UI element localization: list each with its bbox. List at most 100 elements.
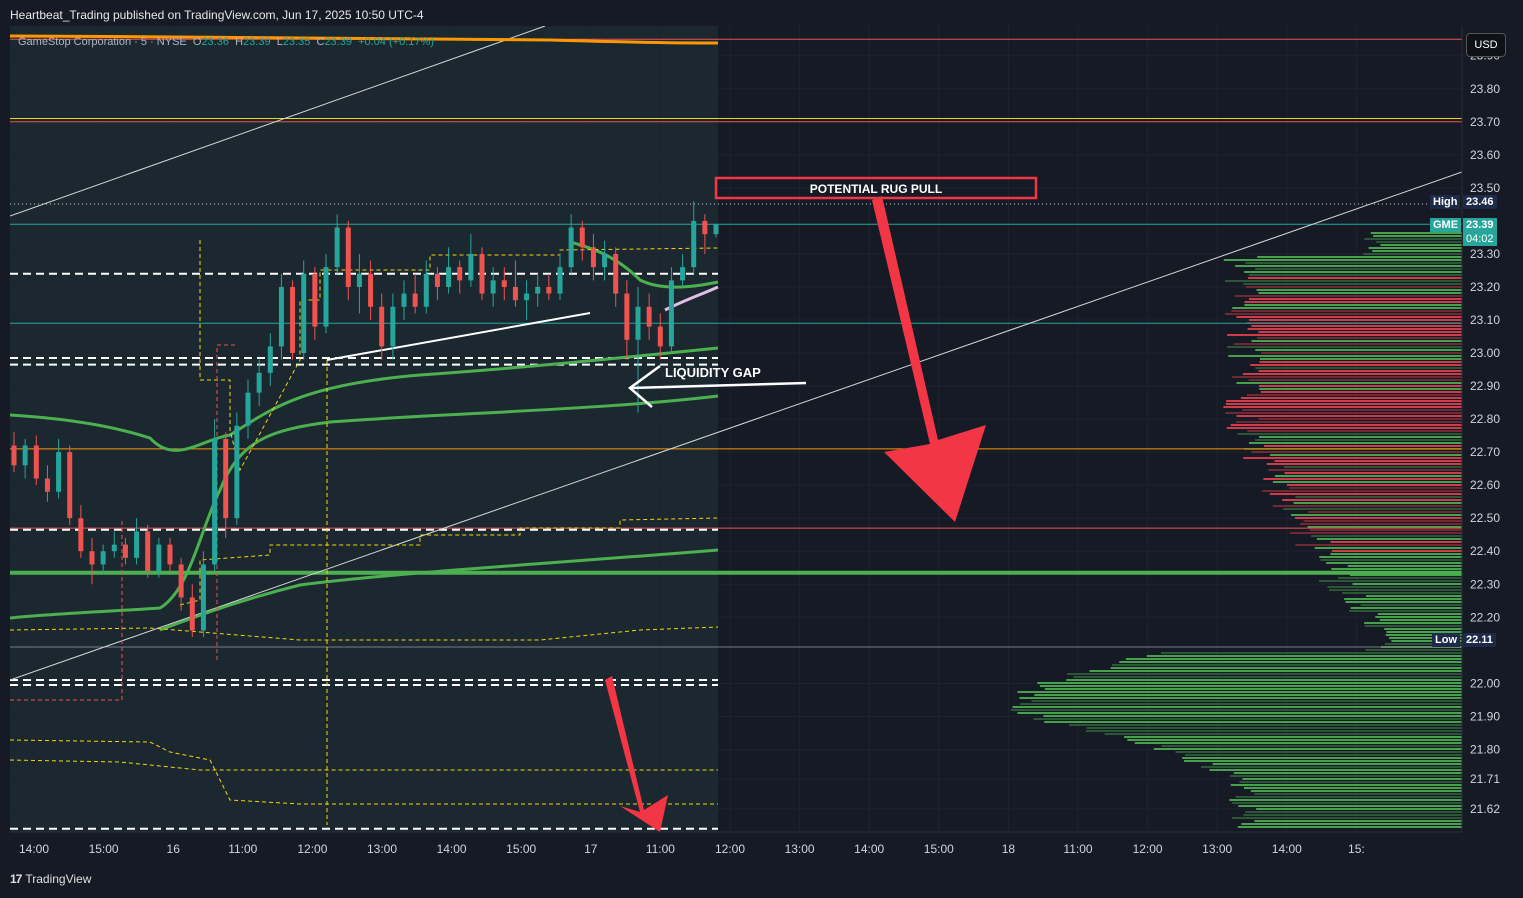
profile-bar: [1368, 247, 1462, 249]
x-tick-label: 18: [1002, 842, 1016, 856]
profile-bar: [1227, 334, 1462, 336]
y-tick-label: 23.80: [1470, 82, 1500, 96]
candle-body: [546, 286, 552, 294]
profile-bar: [1066, 679, 1462, 681]
profile-bar: [1364, 238, 1462, 240]
y-tick-label: 23.20: [1470, 280, 1500, 294]
candle: [33, 435, 39, 486]
profile-bar: [1237, 433, 1462, 435]
x-tick-label: 11:00: [228, 842, 257, 856]
liquidity-gap-label: LIQUIDITY GAP: [665, 365, 761, 380]
candle-body: [680, 267, 686, 281]
time-axis[interactable]: 14:00 15:00 16 11:00 12:00 13:00 14:00 15:00 17 1…: [19, 842, 1365, 856]
profile-bar: [1270, 454, 1462, 456]
profile-bar: [1233, 343, 1462, 345]
profile-bar: [1257, 256, 1462, 258]
currency-button[interactable]: USD: [1466, 33, 1506, 57]
x-tick-label: 15:00: [924, 842, 954, 856]
low-label-tag: Low: [1432, 633, 1460, 647]
profile-bar: [1259, 361, 1462, 363]
profile-bar: [1256, 808, 1462, 810]
profile-bar: [1175, 751, 1462, 753]
profile-bar: [1227, 346, 1462, 348]
candle: [178, 557, 184, 611]
profile-bar: [1251, 325, 1462, 327]
profile-bar: [1236, 415, 1462, 417]
profile-bar: [1044, 688, 1462, 690]
candle: [501, 267, 507, 301]
profile-bar: [1039, 685, 1462, 687]
candle-body: [423, 273, 429, 307]
candle-body: [111, 544, 117, 552]
y-tick-label: 23.70: [1470, 115, 1500, 129]
profile-bar: [1212, 763, 1462, 765]
candle: [368, 260, 374, 320]
profile-bar: [1224, 280, 1462, 282]
legend-symbol: GameStop Corporation · 5 · NYSE: [18, 36, 187, 48]
profile-bar: [1230, 424, 1462, 426]
profile-bar: [1327, 586, 1462, 588]
profile-bar: [1266, 463, 1462, 465]
profile-bar: [1223, 259, 1462, 261]
candle-body: [512, 286, 518, 301]
y-tick-label: 21.80: [1470, 742, 1500, 756]
candle: [345, 220, 351, 301]
profile-bar: [1185, 754, 1462, 756]
profile-bar: [1255, 367, 1462, 369]
candle-body: [267, 346, 273, 373]
profile-bar: [1243, 787, 1462, 789]
profile-bar: [1385, 634, 1462, 636]
candle-body: [635, 306, 641, 340]
candle: [167, 538, 173, 572]
footer-brand-label: TradingView: [25, 872, 92, 886]
profile-bar: [1314, 547, 1462, 549]
candle: [223, 432, 229, 539]
candle: [145, 524, 151, 578]
profile-bar: [1134, 742, 1462, 744]
yellow-band-3: [10, 739, 718, 805]
profile-bar: [1209, 769, 1462, 771]
candle-body: [657, 326, 663, 347]
profile-bar: [1272, 505, 1462, 507]
profile-bar: [1127, 739, 1462, 741]
candle: [568, 214, 574, 274]
profile-bar: [1376, 241, 1462, 243]
profile-bar: [1247, 277, 1462, 279]
candle-body: [691, 220, 697, 268]
profile-bar: [1259, 358, 1462, 360]
profile-bar: [1365, 649, 1462, 651]
candle-body: [134, 531, 140, 558]
candle: [189, 584, 195, 638]
profile-bar: [1110, 667, 1462, 669]
candle-body: [379, 306, 385, 347]
profile-bar: [1237, 826, 1462, 828]
price-axis[interactable]: 23.9023.8023.7023.6023.5023.3023.2023.10…: [1470, 49, 1500, 816]
profile-bar: [1119, 661, 1462, 663]
candle-body: [234, 425, 240, 519]
candle-body: [256, 372, 262, 393]
candle-body: [356, 273, 362, 287]
profile-bar: [1330, 541, 1462, 543]
candle-body: [145, 531, 151, 572]
footer-brand[interactable]: 17 TradingView: [10, 872, 91, 886]
profile-bar: [1316, 538, 1462, 540]
x-tick-label: 13:00: [367, 842, 397, 856]
candle-body: [468, 253, 474, 281]
profile-bar: [1264, 445, 1462, 447]
session-highlight: [10, 26, 718, 832]
candle: [44, 465, 50, 502]
candle: [691, 201, 697, 274]
candle: [613, 247, 619, 307]
candle-body: [368, 273, 374, 307]
yellow-band-1: [179, 517, 719, 606]
candle: [680, 253, 686, 287]
profile-bar: [1391, 640, 1462, 642]
profile-bar: [1125, 658, 1462, 660]
profile-bar: [1373, 235, 1462, 237]
profile-bar: [1244, 301, 1462, 303]
profile-bar: [1043, 715, 1462, 717]
candle: [546, 273, 552, 301]
tradingview-logo-icon: 17: [10, 872, 22, 886]
candle: [713, 224, 719, 238]
